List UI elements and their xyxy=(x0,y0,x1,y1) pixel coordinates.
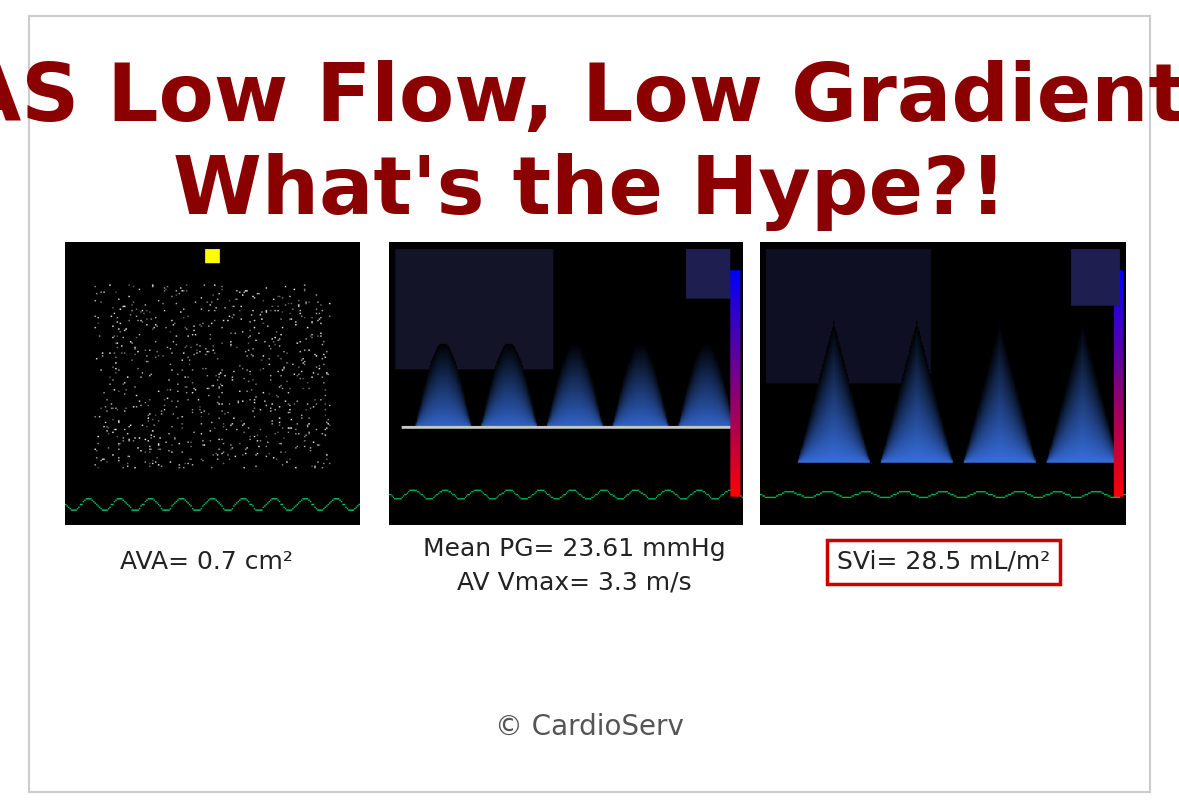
Text: AS Low Flow, Low Gradient:
What's the Hype?!: AS Low Flow, Low Gradient: What's the Hy… xyxy=(0,60,1179,231)
Text: SVi= 28.5 mL/m²: SVi= 28.5 mL/m² xyxy=(837,549,1049,574)
Text: © CardioServ: © CardioServ xyxy=(495,713,684,741)
Text: Mean PG= 23.61 mmHg
AV Vmax= 3.3 m/s: Mean PG= 23.61 mmHg AV Vmax= 3.3 m/s xyxy=(423,537,725,595)
Text: AVA= 0.7 cm²: AVA= 0.7 cm² xyxy=(120,549,292,574)
